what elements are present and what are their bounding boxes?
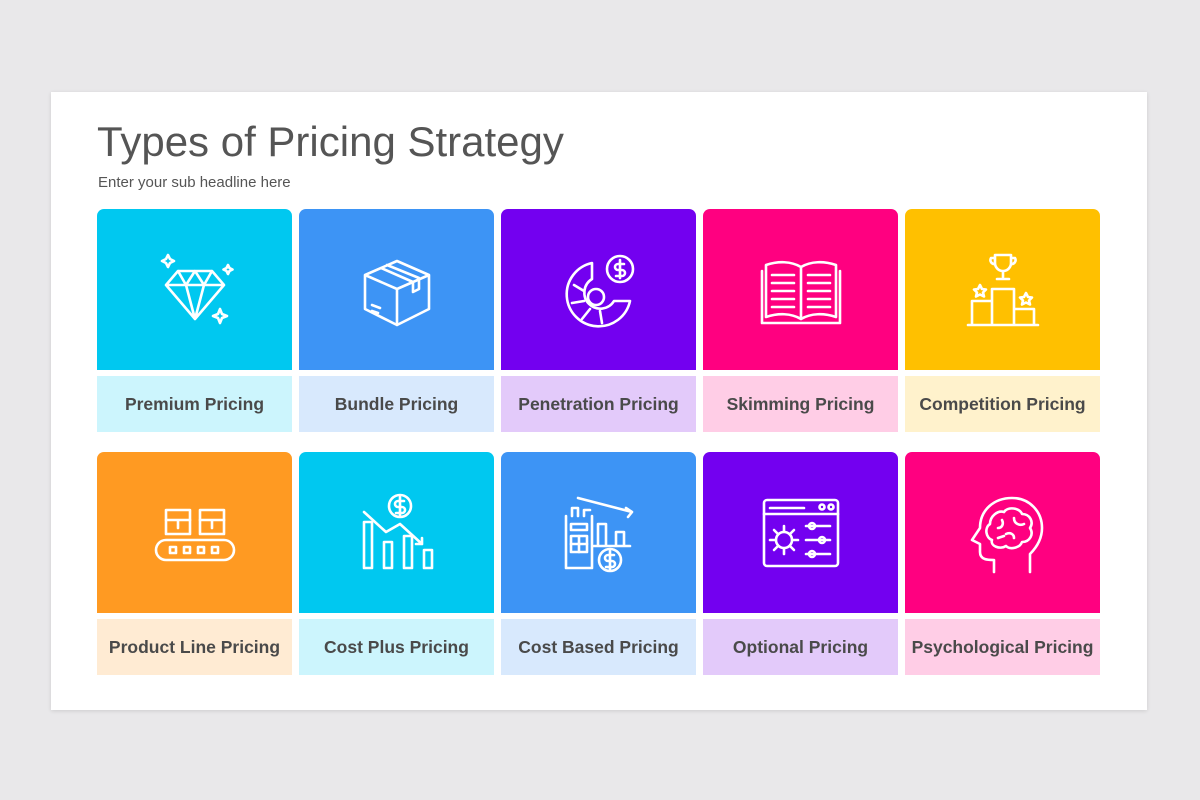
settings-window-icon (762, 498, 839, 567)
tile-cost-plus-pricing[interactable]: Cost Plus Pricing (299, 452, 494, 675)
tile-icon-area (501, 452, 696, 613)
tile-icon-area (299, 209, 494, 370)
tile-skimming-pricing[interactable]: Skimming Pricing (703, 209, 898, 432)
tile-icon-area (905, 209, 1100, 370)
tile-label: Penetration Pricing (501, 376, 696, 432)
page-title: Types of Pricing Strategy (97, 118, 564, 165)
calculator-chart-icon (564, 496, 633, 572)
tile-label: Bundle Pricing (299, 376, 494, 432)
declining-bars-dollar-icon (362, 493, 433, 569)
pie-dollar-icon (564, 254, 634, 328)
tile-label: Psychological Pricing (905, 619, 1100, 675)
head-brain-icon (970, 496, 1043, 573)
box-icon (363, 259, 430, 326)
tile-optional-pricing[interactable]: Optional Pricing (703, 452, 898, 675)
tile-label: Competition Pricing (905, 376, 1100, 432)
tile-label: Skimming Pricing (703, 376, 898, 432)
subtitle: Enter your sub headline here (98, 174, 291, 191)
podium-trophy-icon (966, 253, 1039, 326)
tile-icon-area (501, 209, 696, 370)
tile-competition-pricing[interactable]: Competition Pricing (905, 209, 1100, 432)
tile-psychological-pricing[interactable]: Psychological Pricing (905, 452, 1100, 675)
tile-product-line-pricing[interactable]: Product Line Pricing (97, 452, 292, 675)
tile-icon-area (97, 452, 292, 613)
pricing-grid: Premium Pricing Bundle Pricing Penetrati… (97, 209, 1100, 675)
tile-premium-pricing[interactable]: Premium Pricing (97, 209, 292, 432)
tile-icon-area (97, 209, 292, 370)
open-book-icon (760, 260, 841, 324)
tile-label: Cost Based Pricing (501, 619, 696, 675)
tile-icon-area (905, 452, 1100, 613)
tile-bundle-pricing[interactable]: Bundle Pricing (299, 209, 494, 432)
tile-label: Cost Plus Pricing (299, 619, 494, 675)
conveyor-belt-icon (154, 508, 235, 561)
tile-icon-area (299, 452, 494, 613)
slide: Types of Pricing Strategy Enter your sub… (51, 92, 1147, 710)
tile-label: Premium Pricing (97, 376, 292, 432)
tile-cost-based-pricing[interactable]: Cost Based Pricing (501, 452, 696, 675)
tile-label: Optional Pricing (703, 619, 898, 675)
tile-icon-area (703, 209, 898, 370)
tile-label: Product Line Pricing (97, 619, 292, 675)
tile-icon-area (703, 452, 898, 613)
diamond-icon (160, 253, 234, 324)
tile-penetration-pricing[interactable]: Penetration Pricing (501, 209, 696, 432)
